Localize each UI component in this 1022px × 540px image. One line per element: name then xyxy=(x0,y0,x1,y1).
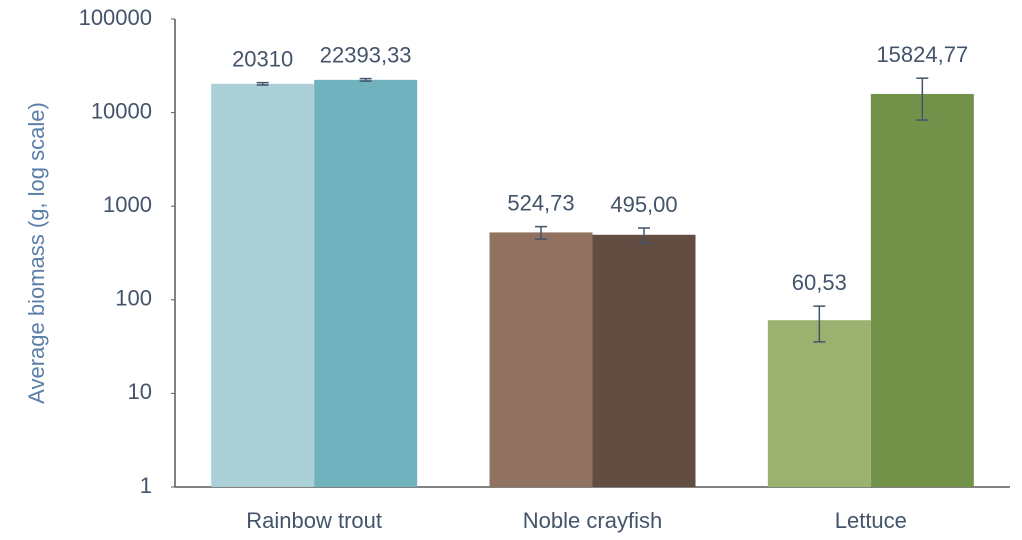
y-tick-label: 1 xyxy=(140,473,152,498)
y-tick-label: 100000 xyxy=(79,5,152,30)
error-bar xyxy=(813,305,826,343)
y-tick-label: 1000 xyxy=(103,192,152,217)
bar xyxy=(314,79,418,487)
data-label: 60,53 xyxy=(792,270,847,295)
data-label: 524,73 xyxy=(507,190,574,215)
y-tick-label: 10 xyxy=(128,379,152,404)
bar xyxy=(767,320,871,487)
error-bar xyxy=(535,225,547,240)
data-label: 15824,77 xyxy=(876,42,968,67)
x-tick-label: Lettuce xyxy=(835,508,907,533)
y-axis-label: Average biomass (g, log scale) xyxy=(24,102,49,404)
bar xyxy=(592,234,696,487)
bar xyxy=(870,93,974,487)
error-bar xyxy=(359,77,372,82)
error-bar xyxy=(916,77,929,121)
y-tick-label: 10000 xyxy=(91,98,152,123)
data-label: 22393,33 xyxy=(320,42,412,67)
bar xyxy=(489,232,593,487)
data-label: 495,00 xyxy=(610,192,677,217)
error-bar xyxy=(638,227,650,244)
y-tick-label: 100 xyxy=(115,286,152,311)
data-label: 20310 xyxy=(232,46,293,71)
x-tick-label: Rainbow trout xyxy=(246,508,382,533)
x-tick-label: Noble crayfish xyxy=(523,508,662,533)
bar xyxy=(211,83,315,488)
error-bar xyxy=(256,81,269,86)
